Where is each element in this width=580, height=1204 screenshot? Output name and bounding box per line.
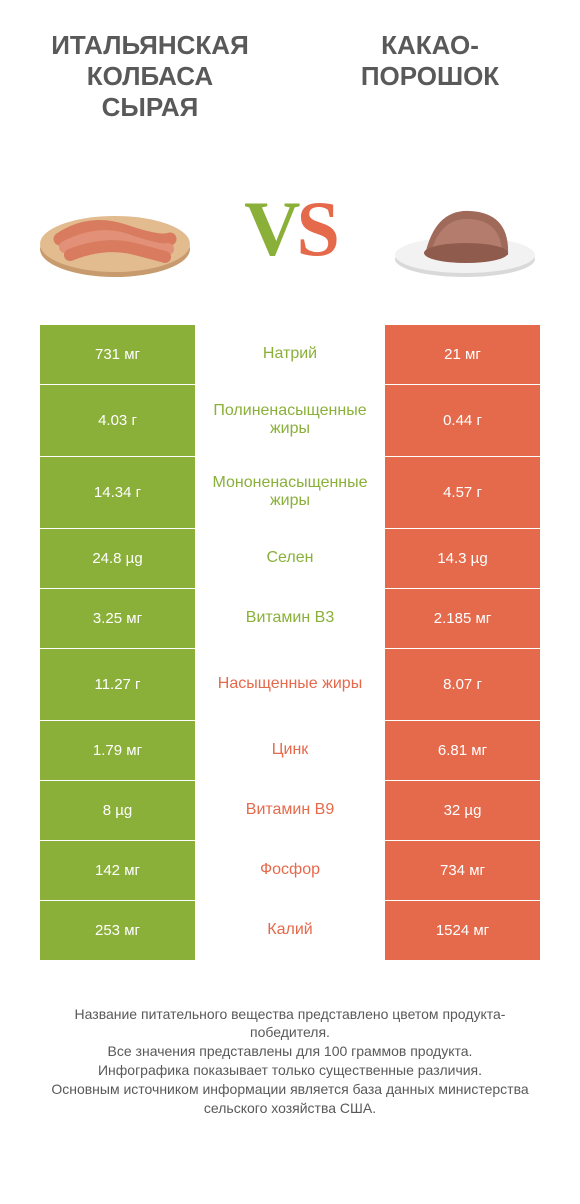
left-value: 142 мг bbox=[40, 841, 195, 900]
left-value: 731 мг bbox=[40, 325, 195, 384]
right-value: 734 мг bbox=[385, 841, 540, 900]
nutrient-label: Фосфор bbox=[195, 841, 385, 900]
footer-line: Все значения представлены для 100 граммо… bbox=[40, 1042, 540, 1061]
nutrient-label: Мононенасыщенные жиры bbox=[195, 457, 385, 528]
table-row: 142 мгФосфор734 мг bbox=[40, 840, 540, 900]
right-product-title: КАКАО-ПОРОШОК bbox=[320, 30, 540, 124]
right-value: 2.185 мг bbox=[385, 589, 540, 648]
vs-v: V bbox=[244, 185, 296, 272]
nutrient-label: Витамин B9 bbox=[195, 781, 385, 840]
left-value: 8 µg bbox=[40, 781, 195, 840]
right-product-image bbox=[380, 164, 550, 294]
images-row: VS bbox=[0, 144, 580, 324]
table-row: 24.8 µgСелен14.3 µg bbox=[40, 528, 540, 588]
left-value: 1.79 мг bbox=[40, 721, 195, 780]
nutrient-label: Селен bbox=[195, 529, 385, 588]
table-row: 14.34 гМононенасыщенные жиры4.57 г bbox=[40, 456, 540, 528]
right-value: 32 µg bbox=[385, 781, 540, 840]
left-product-image bbox=[30, 164, 200, 294]
nutrient-label: Полиненасыщенные жиры bbox=[195, 385, 385, 456]
table-row: 8 µgВитамин B932 µg bbox=[40, 780, 540, 840]
footer-line: Инфографика показывает только существенн… bbox=[40, 1061, 540, 1080]
table-row: 3.25 мгВитамин B32.185 мг bbox=[40, 588, 540, 648]
vs-s: S bbox=[296, 185, 335, 272]
footer-notes: Название питательного вещества представл… bbox=[40, 1005, 540, 1118]
footer-line: Название питательного вещества представл… bbox=[40, 1005, 540, 1043]
left-value: 253 мг bbox=[40, 901, 195, 960]
table-row: 1.79 мгЦинк6.81 мг bbox=[40, 720, 540, 780]
left-value: 11.27 г bbox=[40, 649, 195, 720]
table-row: 253 мгКалий1524 мг bbox=[40, 900, 540, 960]
nutrient-label: Калий bbox=[195, 901, 385, 960]
left-value: 14.34 г bbox=[40, 457, 195, 528]
table-row: 731 мгНатрий21 мг bbox=[40, 324, 540, 384]
left-value: 4.03 г bbox=[40, 385, 195, 456]
nutrient-table: 731 мгНатрий21 мг4.03 гПолиненасыщенные … bbox=[40, 324, 540, 960]
right-value: 4.57 г bbox=[385, 457, 540, 528]
nutrient-label: Натрий bbox=[195, 325, 385, 384]
table-row: 11.27 гНасыщенные жиры8.07 г bbox=[40, 648, 540, 720]
table-row: 4.03 гПолиненасыщенные жиры0.44 г bbox=[40, 384, 540, 456]
right-value: 8.07 г bbox=[385, 649, 540, 720]
right-value: 1524 мг bbox=[385, 901, 540, 960]
right-value: 6.81 мг bbox=[385, 721, 540, 780]
left-value: 3.25 мг bbox=[40, 589, 195, 648]
right-value: 21 мг bbox=[385, 325, 540, 384]
nutrient-label: Витамин B3 bbox=[195, 589, 385, 648]
left-product-title: ИТАЛЬЯНСКАЯ КОЛБАСА СЫРАЯ bbox=[40, 30, 260, 124]
footer-line: Основным источником информации является … bbox=[40, 1080, 540, 1118]
vs-label: VS bbox=[244, 184, 336, 274]
nutrient-label: Цинк bbox=[195, 721, 385, 780]
right-value: 14.3 µg bbox=[385, 529, 540, 588]
left-value: 24.8 µg bbox=[40, 529, 195, 588]
right-value: 0.44 г bbox=[385, 385, 540, 456]
header: ИТАЛЬЯНСКАЯ КОЛБАСА СЫРАЯ КАКАО-ПОРОШОК bbox=[0, 0, 580, 144]
nutrient-label: Насыщенные жиры bbox=[195, 649, 385, 720]
